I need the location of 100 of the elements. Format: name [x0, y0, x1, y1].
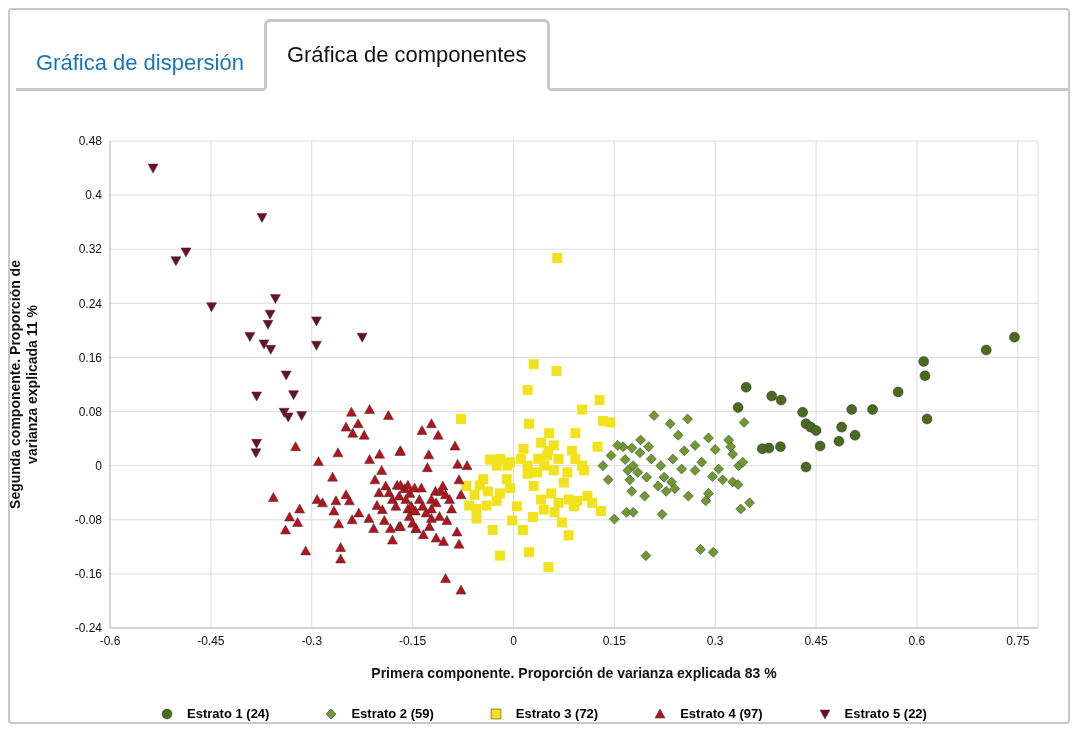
- point: [679, 445, 690, 457]
- point: [656, 509, 668, 520]
- text: Gráfica de dispersión: [16, 38, 264, 88]
- point: [892, 386, 904, 398]
- point: [846, 404, 857, 415]
- point: [703, 432, 714, 444]
- point: [660, 486, 672, 497]
- point: [833, 436, 845, 447]
- point: [262, 320, 274, 330]
- x-tick-label: 0: [510, 633, 518, 648]
- point: [849, 429, 861, 441]
- point: [256, 213, 268, 223]
- point: [639, 490, 650, 502]
- point: [717, 474, 728, 486]
- x-axis-title: Primera componente. Proporción de varianza explicada 83 %: [371, 665, 778, 681]
- point: [867, 404, 878, 415]
- point: [265, 345, 276, 355]
- point: [666, 476, 677, 488]
- y-tick-label: -0.16: [74, 567, 103, 582]
- point: [258, 339, 270, 350]
- point: [695, 544, 706, 555]
- point: [775, 394, 787, 406]
- x-tick-label: 0.3: [706, 633, 724, 648]
- x-tick-label: -0.15: [398, 633, 427, 648]
- y-tick-label: -0.24: [74, 621, 103, 636]
- point: [609, 513, 620, 525]
- x-tick-label: 0.45: [804, 633, 829, 648]
- point: [282, 412, 294, 423]
- point: [797, 406, 808, 418]
- point: [707, 471, 718, 482]
- point: [632, 467, 644, 478]
- point: [658, 471, 670, 483]
- point: [251, 391, 262, 402]
- point: [206, 302, 217, 312]
- point: [709, 444, 721, 455]
- point: [180, 247, 192, 258]
- point: [250, 448, 262, 459]
- point: [251, 439, 262, 449]
- point: [738, 417, 750, 428]
- point: [288, 390, 299, 400]
- point: [244, 332, 256, 342]
- point: [700, 495, 712, 507]
- x-tick-label: -0.3: [301, 633, 323, 648]
- y-tick-label: 0: [95, 458, 103, 473]
- point: [921, 413, 933, 425]
- point: [669, 483, 681, 494]
- y-tick-label: 0.48: [78, 134, 103, 149]
- point: [672, 429, 684, 441]
- point: [775, 441, 786, 452]
- point: [735, 503, 747, 515]
- point: [311, 316, 322, 327]
- point: [646, 453, 657, 465]
- point: [635, 434, 646, 446]
- point: [311, 341, 322, 351]
- point: [627, 460, 639, 471]
- legend-label: Estrato 4 (97): [680, 706, 763, 721]
- point: [627, 507, 639, 518]
- point: [626, 486, 638, 497]
- y-tick-label: 0.4: [85, 188, 103, 203]
- y-tick-label: 0.24: [78, 296, 103, 311]
- point: [689, 440, 701, 451]
- point: [640, 550, 652, 561]
- point: [810, 425, 822, 436]
- point: [696, 457, 708, 468]
- point: [296, 411, 307, 421]
- point: [634, 447, 646, 459]
- point: [732, 402, 744, 413]
- point: [622, 465, 634, 476]
- point: [800, 461, 812, 473]
- legend-label: Estrato 1 (24): [187, 706, 270, 721]
- y-tick-label: 0.16: [78, 350, 103, 365]
- text: Gráfica de componentes: [263, 19, 550, 91]
- point: [766, 390, 777, 402]
- point: [612, 440, 623, 451]
- point: [744, 497, 755, 509]
- point: [732, 479, 744, 490]
- y-tick-label: -0.08: [74, 513, 103, 528]
- x-tick-label: -0.45: [197, 633, 225, 648]
- point: [648, 410, 660, 421]
- legend-label: Estrato 5 (22): [844, 706, 927, 721]
- y-tick-label: 0.32: [78, 242, 103, 257]
- y-tick-label: 0.08: [78, 404, 103, 419]
- point: [597, 460, 609, 471]
- point: [713, 463, 724, 475]
- point: [919, 370, 931, 381]
- point: [727, 448, 738, 460]
- point: [652, 480, 664, 492]
- point: [619, 454, 631, 465]
- point: [918, 356, 929, 367]
- y-axis-title: Segunda componente. Proporción de varianza explicada 11 %: [7, 259, 40, 509]
- point: [603, 474, 614, 486]
- point: [624, 474, 636, 486]
- point: [740, 381, 752, 393]
- point: [170, 256, 182, 266]
- point: [1009, 331, 1020, 343]
- legend-label: Estrato 3 (72): [515, 706, 599, 721]
- point: [667, 453, 679, 465]
- point: [641, 471, 652, 483]
- point: [605, 450, 617, 461]
- point: [683, 490, 694, 502]
